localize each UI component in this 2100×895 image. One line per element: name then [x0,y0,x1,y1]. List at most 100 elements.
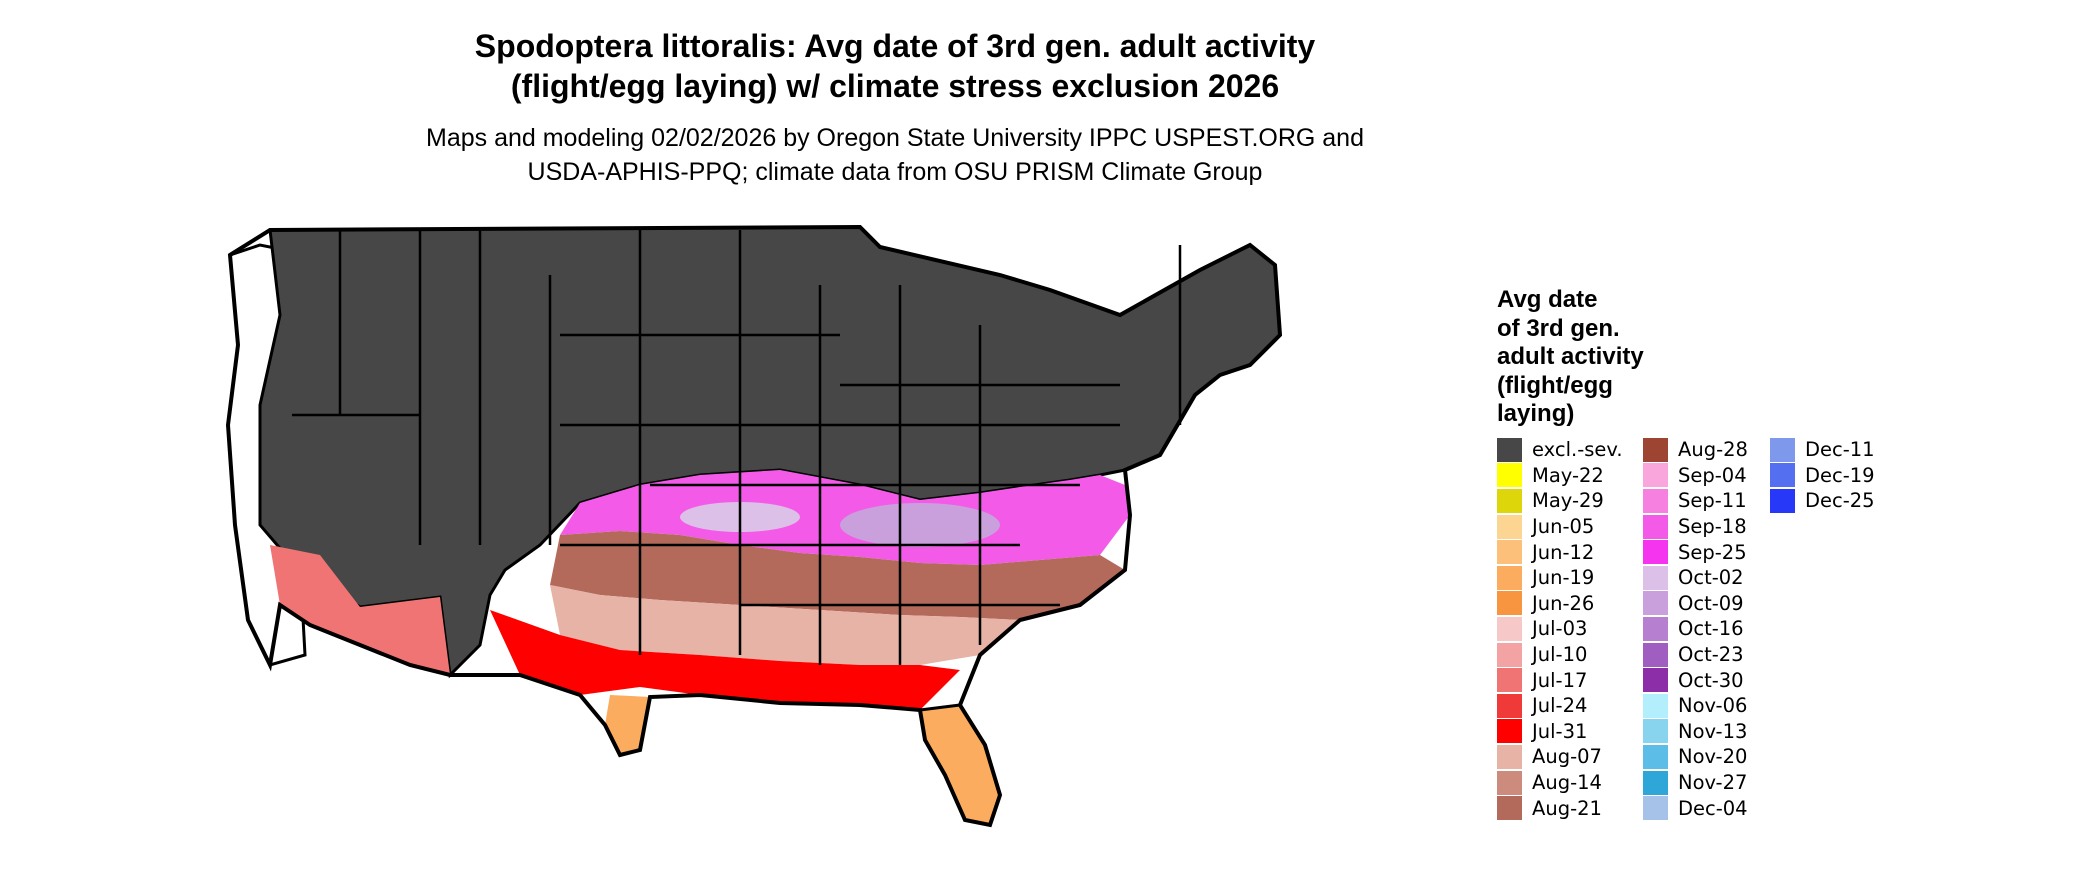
legend-column-1: excl.-sev. May-22 May-29 Jun-05 Jun-12 Jun-19… [1497,437,1623,821]
legend-item: Nov-06 [1643,693,1748,719]
legend-label: Sep-25 [1678,540,1747,564]
legend-item: May-22 [1497,463,1623,489]
legend-swatch [1497,591,1522,616]
legend-item: Oct-23 [1643,642,1748,668]
legend-label: May-29 [1532,489,1604,513]
legend-swatch [1770,488,1795,513]
legend-title-line: Avg date [1497,286,1598,313]
legend-item: Sep-25 [1643,539,1748,565]
legend-label: Jun-12 [1532,540,1595,564]
legend-item: Oct-30 [1643,667,1748,693]
legend-swatch [1497,463,1522,488]
legend-swatch [1770,463,1795,488]
legend-item: Nov-27 [1643,770,1748,796]
legend-label: Oct-02 [1678,566,1744,590]
legend-label: Jul-03 [1532,617,1588,641]
legend-swatch [1497,719,1522,744]
legend-label: Jun-19 [1532,566,1595,590]
legend-title-line: of 3rd gen. [1497,314,1620,342]
legend-item: excl.-sev. [1497,437,1623,463]
legend-swatch [1497,770,1522,795]
legend-item: Jul-24 [1497,693,1623,719]
legend-swatch [1643,693,1668,718]
legend-label: Dec-25 [1805,489,1875,513]
southwest-region [270,545,450,675]
legend-swatch [1643,540,1668,565]
tan-band [550,585,1020,665]
legend-item: Jul-31 [1497,719,1623,745]
legend-label: Oct-16 [1678,617,1744,641]
legend-swatch [1643,642,1668,667]
legend-column-3: Dec-11 Dec-19 Dec-25 [1770,437,1875,514]
legend-swatch [1497,616,1522,641]
legend-title: Avg date of 3rd gen. adult activity (fli… [1497,286,1644,429]
legend-item: Nov-13 [1643,719,1748,745]
legend-label: Dec-19 [1805,463,1875,487]
legend-label: Sep-11 [1678,489,1747,513]
legend-swatch [1643,437,1668,462]
legend-swatch [1497,437,1522,462]
legend-swatch [1643,744,1668,769]
legend-label: Dec-04 [1678,796,1748,820]
map-subtitle-line1: Maps and modeling 02/02/2026 by Oregon S… [426,124,1364,152]
legend-label: Aug-14 [1532,771,1602,795]
legend-label: Jun-05 [1532,515,1595,539]
legend-item: Aug-07 [1497,744,1623,770]
us-outline [225,225,1283,828]
legend-label: Oct-23 [1678,643,1744,667]
legend-label: Jun-26 [1532,591,1595,615]
legend-swatch [1643,616,1668,641]
legend-label: Dec-11 [1805,438,1875,462]
legend-swatch [1497,744,1522,769]
legend-item: Oct-16 [1643,616,1748,642]
legend-item: Dec-19 [1770,463,1875,489]
legend-item: Jun-12 [1497,539,1623,565]
legend-label: excl.-sev. [1532,438,1623,462]
legend-label: Aug-21 [1532,796,1602,820]
legend-swatch [1497,642,1522,667]
legend-title-line: laying) [1497,400,1575,427]
legend-swatch [1497,693,1522,718]
legend-swatch [1643,463,1668,488]
legend-item: Jun-05 [1497,514,1623,540]
legend-swatch [1643,668,1668,693]
legend-swatch [1643,796,1668,821]
legend-label: Sep-18 [1678,515,1747,539]
legend-label: Nov-06 [1678,694,1748,718]
legend-swatch [1643,591,1668,616]
legend-swatch [1770,437,1795,462]
legend-swatch [1497,540,1522,565]
legend-label: Jul-17 [1532,668,1588,692]
legend-label: Oct-30 [1678,668,1744,692]
legend-item: Sep-11 [1643,488,1748,514]
legend-item: Jun-19 [1497,565,1623,591]
legend-label: May-22 [1532,463,1604,487]
legend-column-2: Aug-28 Sep-04 Sep-11 Sep-18 Sep-25 Oct-02 Oct-… [1643,437,1748,821]
legend-label: Nov-20 [1678,745,1748,769]
legend-item: Jul-10 [1497,642,1623,668]
us-phenology-map [225,225,1283,828]
map-title-line2: (flight/egg laying) w/ climate stress ex… [510,68,1280,104]
legend-item: Oct-02 [1643,565,1748,591]
state-boundaries [292,230,1182,665]
legend-swatch [1643,770,1668,795]
legend-item: May-29 [1497,488,1623,514]
legend-title-line: adult activity [1497,343,1644,370]
legend-item: Aug-28 [1643,437,1748,463]
map-subtitle-line2: USDA-APHIS-PPQ; climate data from OSU PR… [527,158,1263,186]
legend-label: Nov-27 [1678,771,1748,795]
legend-label: Aug-28 [1678,438,1748,462]
legend-item: Dec-11 [1770,437,1875,463]
legend-swatch [1497,668,1522,693]
legend-swatch [1643,488,1668,513]
legend-item: Jul-17 [1497,667,1623,693]
legend-swatch [1643,719,1668,744]
legend-item: Sep-18 [1643,514,1748,540]
legend-swatch [1497,565,1522,590]
legend-item: Jun-26 [1497,591,1623,617]
legend-item: Aug-14 [1497,770,1623,796]
legend-swatch [1643,565,1668,590]
legend-label: Sep-04 [1678,463,1747,487]
legend-item: Aug-21 [1497,795,1623,821]
legend-title-line: (flight/egg [1497,371,1613,399]
